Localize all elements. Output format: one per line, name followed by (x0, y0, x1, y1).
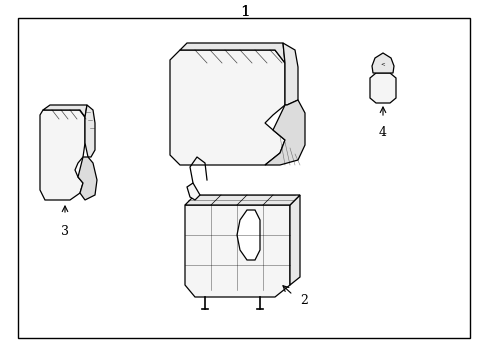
Polygon shape (185, 195, 300, 205)
Text: 1: 1 (240, 5, 250, 19)
Polygon shape (237, 210, 260, 260)
Bar (18, 18, 470, 338)
Polygon shape (170, 50, 285, 165)
Text: 3: 3 (61, 225, 69, 238)
Text: <: < (381, 62, 385, 67)
Polygon shape (372, 53, 394, 73)
Polygon shape (290, 195, 300, 285)
Text: 2: 2 (300, 293, 308, 306)
Polygon shape (180, 43, 285, 63)
Polygon shape (40, 110, 85, 200)
Polygon shape (185, 205, 290, 297)
Polygon shape (78, 157, 97, 200)
Polygon shape (370, 73, 396, 103)
Text: 4: 4 (379, 126, 387, 139)
Polygon shape (187, 183, 200, 200)
Polygon shape (265, 100, 305, 165)
Polygon shape (283, 43, 298, 105)
Polygon shape (85, 105, 95, 157)
Text: 1: 1 (240, 5, 250, 19)
Polygon shape (43, 105, 87, 117)
